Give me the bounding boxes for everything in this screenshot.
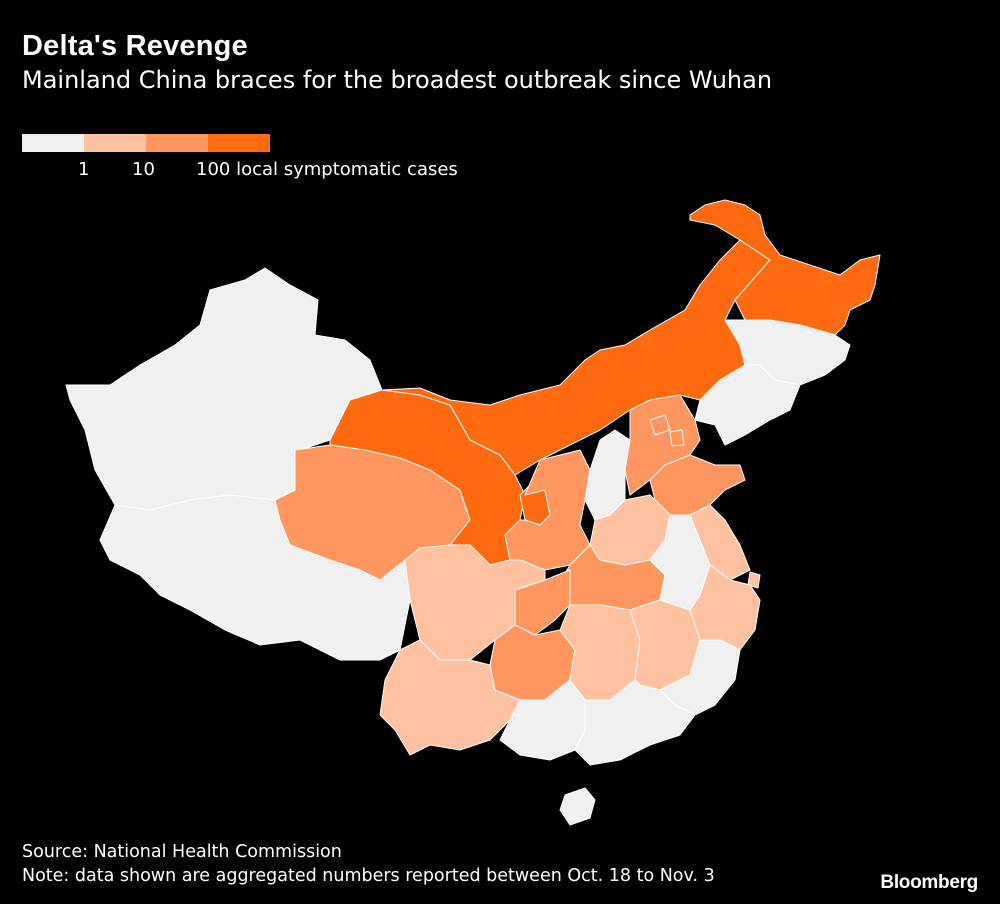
region-jilin [724, 319, 851, 386]
region-guangdong [574, 679, 696, 766]
legend-swatch-high [208, 134, 270, 152]
region-beijing [649, 414, 671, 436]
legend-tick-100: 100 local symptomatic cases [196, 159, 458, 180]
legend-swatch-none [22, 134, 84, 152]
region-shandong [649, 454, 746, 516]
region-guangxi [499, 679, 586, 761]
data-note: Note: data shown are aggregated numbers … [22, 866, 715, 886]
legend-swatch-low [84, 134, 146, 152]
region-tianjin [669, 429, 685, 447]
chart-subtitle: Mainland China braces for the broadest o… [22, 66, 773, 94]
china-map-svg [65, 199, 881, 826]
region-jiangsu [689, 504, 751, 581]
region-tibet [99, 494, 411, 661]
region-zhejiang [689, 564, 761, 651]
region-shanghai [747, 571, 761, 589]
legend-tick-10: 10 [132, 159, 155, 180]
region-yunnan [379, 639, 521, 756]
legend-tick-1: 1 [78, 159, 90, 180]
region-liaoning [694, 364, 801, 446]
region-heilongjiang [689, 199, 881, 336]
chart-title: Delta's Revenge [22, 30, 248, 62]
region-inner-mongolia [381, 239, 771, 476]
china-map [0, 190, 1000, 840]
legend-swatch-mid [146, 134, 208, 152]
source-note: Source: National Health Commission [22, 842, 342, 862]
region-hainan [559, 787, 596, 826]
bloomberg-logo: Bloomberg [880, 872, 978, 893]
region-shanxi [584, 429, 631, 521]
color-legend: 1 10 100 local symptomatic cases [22, 134, 502, 184]
